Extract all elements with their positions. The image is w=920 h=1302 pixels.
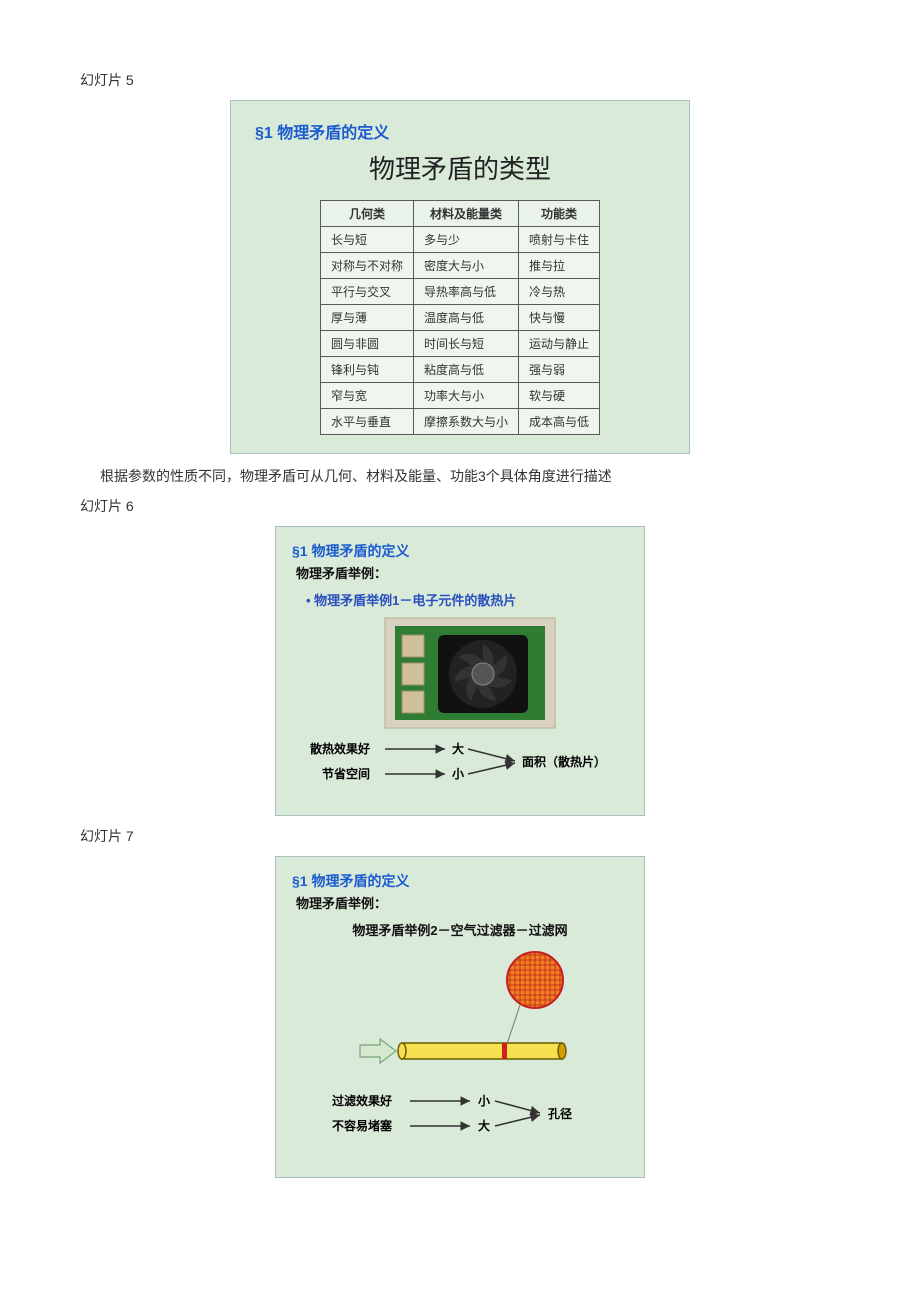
table-cell: 强与弱 [519, 357, 600, 383]
table-cell: 粘度高与低 [413, 357, 518, 383]
table-cell: 成本高与低 [519, 409, 600, 435]
table-cell: 窄与宽 [320, 383, 413, 409]
slide7-sub: 物理矛盾举例2－空气过滤器－过滤网 [288, 920, 632, 939]
table-row: 圆与非圆时间长与短运动与静止 [320, 331, 599, 357]
slide5-heading2: 物理矛盾的类型 [247, 149, 673, 186]
table-cell: 推与拉 [519, 253, 600, 279]
slide6-container: §1 物理矛盾的定义 物理矛盾举例： • 物理矛盾举例1－电子元件的散热片 [40, 526, 880, 816]
table-cell: 圆与非圆 [320, 331, 413, 357]
table-row: 水平与垂直摩擦系数大与小成本高与低 [320, 409, 599, 435]
slide-label-5: 幻灯片 5 [80, 70, 880, 90]
table-row: 锋利与钝粘度高与低强与弱 [320, 357, 599, 383]
slide6: §1 物理矛盾的定义 物理矛盾举例： • 物理矛盾举例1－电子元件的散热片 [275, 526, 645, 816]
slide6-row1-mid: 大 [452, 741, 464, 756]
slide7: §1 物理矛盾的定义 物理矛盾举例： 物理矛盾举例2－空气过滤器－过滤网 [275, 856, 645, 1178]
slide6-figure: 散热效果好 大 节省空间 小 面积（散热片） [290, 613, 630, 803]
table-cell: 运动与静止 [519, 331, 600, 357]
slide-label-7: 幻灯片 7 [80, 826, 880, 846]
table-col-1: 材料及能量类 [413, 201, 518, 227]
table-cell: 长与短 [320, 227, 413, 253]
table-cell: 对称与不对称 [320, 253, 413, 279]
table-col-0: 几何类 [320, 201, 413, 227]
slide6-row1-left: 散热效果好 [310, 741, 370, 756]
slide7-figure: 过滤效果好 小 不容易堵塞 大 孔径 [290, 945, 630, 1165]
table-col-2: 功能类 [519, 201, 600, 227]
table-cell: 温度高与低 [413, 305, 518, 331]
slide6-heading2: 物理矛盾举例： [296, 563, 632, 582]
slide5-caption: 根据参数的性质不同，物理矛盾可从几何、材料及能量、功能3个具体角度进行描述 [100, 466, 880, 486]
table-cell: 多与少 [413, 227, 518, 253]
slide7-heading2: 物理矛盾举例： [296, 893, 632, 912]
table-cell: 密度大与小 [413, 253, 518, 279]
table-cell: 冷与热 [519, 279, 600, 305]
table-cell: 导热率高与低 [413, 279, 518, 305]
table-cell: 软与硬 [519, 383, 600, 409]
slide-label-6: 幻灯片 6 [80, 496, 880, 516]
slide7-row1-left: 过滤效果好 [332, 1093, 392, 1108]
slide5-container: §1 物理矛盾的定义 物理矛盾的类型 几何类 材料及能量类 功能类 长与短多与少… [40, 100, 880, 454]
slide7-row1-mid: 小 [478, 1093, 490, 1108]
table-row: 平行与交叉导热率高与低冷与热 [320, 279, 599, 305]
slide7-row2-left: 不容易堵塞 [332, 1118, 393, 1133]
table-row: 厚与薄温度高与低快与慢 [320, 305, 599, 331]
slide6-right: 面积（散热片） [522, 754, 606, 769]
table-row: 长与短多与少喷射与卡住 [320, 227, 599, 253]
table-cell: 喷射与卡住 [519, 227, 600, 253]
table-cell: 厚与薄 [320, 305, 413, 331]
slide6-row2-mid: 小 [452, 766, 464, 781]
slide5-table: 几何类 材料及能量类 功能类 长与短多与少喷射与卡住对称与不对称密度大与小推与拉… [320, 200, 600, 435]
table-row: 窄与宽功率大与小软与硬 [320, 383, 599, 409]
slide6-row2-left: 节省空间 [322, 766, 370, 781]
slide7-right: 孔径 [548, 1106, 572, 1121]
table-cell: 摩擦系数大与小 [413, 409, 518, 435]
table-row: 对称与不对称密度大与小推与拉 [320, 253, 599, 279]
table-cell: 功率大与小 [413, 383, 518, 409]
slide7-container: §1 物理矛盾的定义 物理矛盾举例： 物理矛盾举例2－空气过滤器－过滤网 [40, 856, 880, 1178]
slide6-sub: • 物理矛盾举例1－电子元件的散热片 [306, 590, 632, 609]
table-cell: 水平与垂直 [320, 409, 413, 435]
table-header-row: 几何类 材料及能量类 功能类 [320, 201, 599, 227]
slide5: §1 物理矛盾的定义 物理矛盾的类型 几何类 材料及能量类 功能类 长与短多与少… [230, 100, 690, 454]
slide7-row2-mid: 大 [478, 1118, 490, 1133]
table-cell: 快与慢 [519, 305, 600, 331]
slide6-heading1: §1 物理矛盾的定义 [292, 541, 632, 561]
table-cell: 锋利与钝 [320, 357, 413, 383]
table-cell: 时间长与短 [413, 331, 518, 357]
slide7-heading1: §1 物理矛盾的定义 [292, 871, 632, 891]
slide5-heading1: §1 物理矛盾的定义 [255, 119, 673, 143]
table-cell: 平行与交叉 [320, 279, 413, 305]
